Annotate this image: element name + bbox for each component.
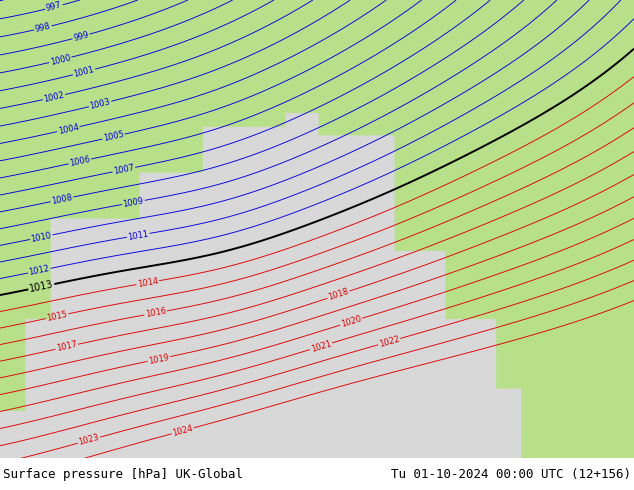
Text: 1017: 1017 [55,340,78,353]
Text: 1019: 1019 [148,352,170,366]
Text: 1006: 1006 [68,155,91,168]
Text: 1010: 1010 [30,231,53,244]
Text: Tu 01-10-2024 00:00 UTC (12+156): Tu 01-10-2024 00:00 UTC (12+156) [391,467,631,481]
Text: 1014: 1014 [137,276,159,289]
Text: 999: 999 [72,30,90,43]
Text: 1024: 1024 [171,424,194,438]
Text: 1013: 1013 [29,279,55,294]
Text: 1023: 1023 [77,433,100,447]
Text: 1020: 1020 [340,314,363,329]
Text: 1003: 1003 [89,97,112,111]
Text: 998: 998 [34,22,51,34]
Text: 1002: 1002 [42,90,65,104]
Text: 1000: 1000 [49,53,72,67]
Text: 1008: 1008 [51,193,73,206]
Text: 1016: 1016 [145,307,167,319]
Text: 1015: 1015 [46,310,68,323]
Text: 1009: 1009 [122,196,145,209]
Text: 1011: 1011 [127,229,150,242]
Text: 1021: 1021 [309,339,332,354]
Text: 1018: 1018 [327,287,350,302]
Text: 1004: 1004 [57,122,80,136]
Text: 1012: 1012 [28,264,51,277]
Text: 997: 997 [45,0,63,13]
Text: Surface pressure [hPa] UK-Global: Surface pressure [hPa] UK-Global [3,467,243,481]
Text: 1007: 1007 [113,163,135,176]
Text: 1001: 1001 [73,65,95,79]
Text: 1022: 1022 [378,334,401,349]
Text: 1005: 1005 [102,130,125,143]
